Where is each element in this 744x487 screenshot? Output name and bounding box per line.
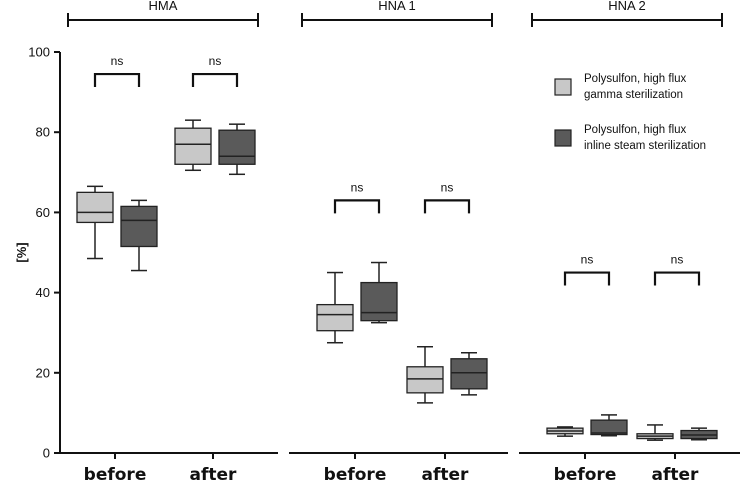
box-iqr	[590, 419, 628, 436]
box-steam	[218, 123, 256, 176]
box-gamma	[636, 424, 674, 441]
legend-swatch	[554, 78, 572, 96]
legend-label: Polysulfon, high flux gamma sterilization	[584, 73, 687, 101]
group-label-0: HMA	[149, 0, 178, 13]
box-steam	[450, 352, 488, 396]
box-steam	[590, 414, 628, 437]
box-steam	[360, 261, 398, 324]
significance-label: ns	[581, 253, 594, 267]
y-tick-label: 80	[36, 125, 50, 140]
x-tick-label-after: after	[652, 465, 700, 485]
significance-bracket	[333, 199, 381, 214]
significance-brackets: ns ns ns ns ns ns	[93, 54, 701, 286]
y-tick-label: 20	[36, 365, 50, 380]
box-gamma	[546, 426, 584, 437]
box-gamma	[174, 119, 212, 172]
box-steam	[120, 199, 158, 272]
box-iqr	[450, 358, 488, 390]
box-iqr	[406, 366, 444, 394]
x-tick-label-after: after	[422, 465, 470, 485]
x-tick-label-before: before	[324, 465, 387, 485]
y-tick-label: 100	[28, 45, 50, 60]
box-iqr	[360, 281, 398, 322]
significance-bracket	[93, 72, 141, 88]
significance-label: ns	[351, 180, 364, 194]
box-gamma	[406, 345, 444, 404]
y-axis-label: [%]	[14, 242, 29, 262]
box-series	[76, 119, 718, 441]
x-tick-label-before: before	[84, 465, 147, 485]
legend: Polysulfon, high flux gamma sterilization…	[554, 73, 706, 152]
y-tick-label: 0	[43, 446, 50, 461]
box-steam	[680, 427, 718, 441]
significance-label: ns	[441, 180, 454, 194]
significance-bracket	[423, 199, 471, 214]
group-label-1: HNA 1	[378, 0, 416, 13]
x-tick-label-after: after	[190, 465, 238, 485]
legend-item-steam: Polysulfon, high flux inline steam steril…	[554, 124, 706, 152]
y-tick-label: 40	[36, 285, 50, 300]
significance-bracket	[191, 72, 239, 88]
box-gamma	[76, 185, 114, 260]
significance-label: ns	[671, 253, 684, 267]
significance-bracket	[653, 271, 701, 286]
axes: 0 20 40 60 80 100 [%] before after before after bef…	[14, 45, 740, 485]
x-tick-label-before: before	[554, 465, 617, 485]
legend-item-gamma: Polysulfon, high flux gamma sterilization	[554, 73, 687, 101]
group-headers: HMA HNA 1 HNA 2	[67, 0, 723, 27]
legend-swatch	[554, 129, 572, 147]
group-label-2: HNA 2	[608, 0, 646, 13]
box-iqr	[218, 129, 256, 165]
box-gamma	[316, 271, 354, 344]
y-tick-label: 60	[36, 205, 50, 220]
legend-label: Polysulfon, high flux inline steam steril…	[584, 124, 706, 152]
significance-bracket	[563, 271, 611, 286]
significance-label: ns	[209, 54, 222, 68]
significance-label: ns	[111, 54, 124, 68]
box-iqr	[316, 303, 354, 332]
box-iqr	[120, 205, 158, 248]
box-iqr	[174, 127, 212, 165]
box-iqr	[76, 191, 114, 224]
